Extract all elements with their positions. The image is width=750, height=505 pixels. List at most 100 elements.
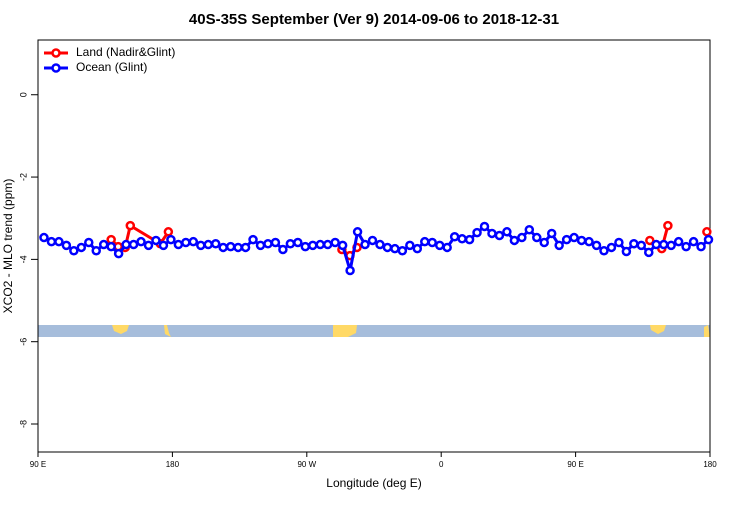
data-point <box>457 234 467 244</box>
ocean-band <box>38 325 710 337</box>
data-point <box>663 220 673 231</box>
data-point <box>591 240 602 251</box>
data-point <box>561 234 572 245</box>
data-point <box>614 237 624 248</box>
data-point <box>696 241 706 252</box>
data-point <box>576 235 587 246</box>
y-tick-label: -8 <box>18 420 28 428</box>
data-point <box>621 246 632 257</box>
legend-label: Ocean (Glint) <box>76 60 147 74</box>
x-tick-label: 180 <box>166 460 180 469</box>
data-point <box>121 239 131 250</box>
data-point <box>673 236 684 247</box>
data-point <box>278 244 288 255</box>
data-point <box>158 240 169 251</box>
data-point <box>658 239 669 250</box>
data-point <box>681 241 691 252</box>
data-point <box>69 245 79 256</box>
data-point <box>163 227 174 237</box>
land-shape <box>650 325 666 334</box>
y-tick-label: -2 <box>18 173 28 181</box>
data-point <box>136 236 146 247</box>
data-point <box>666 240 676 251</box>
data-point <box>330 237 340 248</box>
data-point <box>702 227 712 237</box>
data-point <box>509 235 520 246</box>
data-point <box>502 227 512 237</box>
data-point <box>270 237 281 248</box>
data-point <box>196 240 206 251</box>
data-point <box>173 239 184 250</box>
data-point <box>240 242 251 253</box>
data-point <box>125 220 136 231</box>
data-point <box>98 239 109 250</box>
data-point <box>494 230 505 241</box>
legend-swatch-marker <box>51 48 61 58</box>
land-shape <box>333 325 357 337</box>
data-point <box>143 240 154 251</box>
data-point <box>113 248 124 259</box>
data-point <box>599 245 609 256</box>
data-point <box>651 239 661 250</box>
data-point <box>337 240 348 251</box>
map-strip <box>38 325 710 337</box>
data-point <box>210 238 221 249</box>
data-point <box>382 242 393 253</box>
x-tick-label: 180 <box>703 460 717 469</box>
land-shape <box>112 325 129 334</box>
data-point <box>688 236 699 247</box>
data-point <box>308 240 318 251</box>
legend-swatch-marker <box>51 63 61 73</box>
land-shape <box>164 325 171 337</box>
data-point <box>166 234 176 245</box>
data-point <box>46 236 57 247</box>
data-point <box>91 245 101 256</box>
data-point <box>479 221 490 232</box>
data-point <box>412 243 423 254</box>
data-point <box>390 243 400 254</box>
x-tick-label: 90 E <box>30 460 46 469</box>
data-point <box>487 228 497 239</box>
data-point <box>405 240 415 251</box>
data-point <box>39 232 49 243</box>
data-point <box>203 239 213 250</box>
data-point <box>54 236 64 247</box>
data-point <box>128 239 139 250</box>
legend-label: Land (Nadir&Glint) <box>76 45 175 59</box>
data-point <box>629 238 639 249</box>
data-point <box>293 237 303 248</box>
data-point <box>360 239 370 250</box>
data-point <box>285 238 296 249</box>
data-point <box>225 241 236 252</box>
data-point <box>546 228 557 239</box>
x-tick-label: 0 <box>439 460 444 469</box>
data-point <box>584 236 594 247</box>
data-point <box>300 241 311 252</box>
plot-frame <box>37 39 711 453</box>
data-point <box>434 240 445 251</box>
data-point <box>636 240 647 251</box>
data-point <box>532 232 542 243</box>
data-point <box>76 242 87 253</box>
data-point <box>352 227 363 237</box>
data-point <box>263 238 273 249</box>
data-point <box>181 237 191 248</box>
data-point <box>442 242 452 253</box>
y-tick-label: 0 <box>18 92 28 97</box>
data-point <box>248 234 258 245</box>
data-point <box>84 237 94 248</box>
data-point <box>188 236 199 247</box>
data-point <box>427 237 437 248</box>
data-point <box>106 241 116 252</box>
x-tick-label: 90 W <box>297 460 316 469</box>
data-point <box>375 239 385 250</box>
data-point <box>151 235 161 246</box>
data-point <box>420 236 430 247</box>
data-point <box>539 237 549 248</box>
data-point <box>569 232 579 243</box>
data-point <box>397 245 408 256</box>
chart-title: 40S-35S September (Ver 9) 2014-09-06 to … <box>189 11 559 28</box>
data-point <box>345 265 355 276</box>
data-point <box>554 240 564 251</box>
